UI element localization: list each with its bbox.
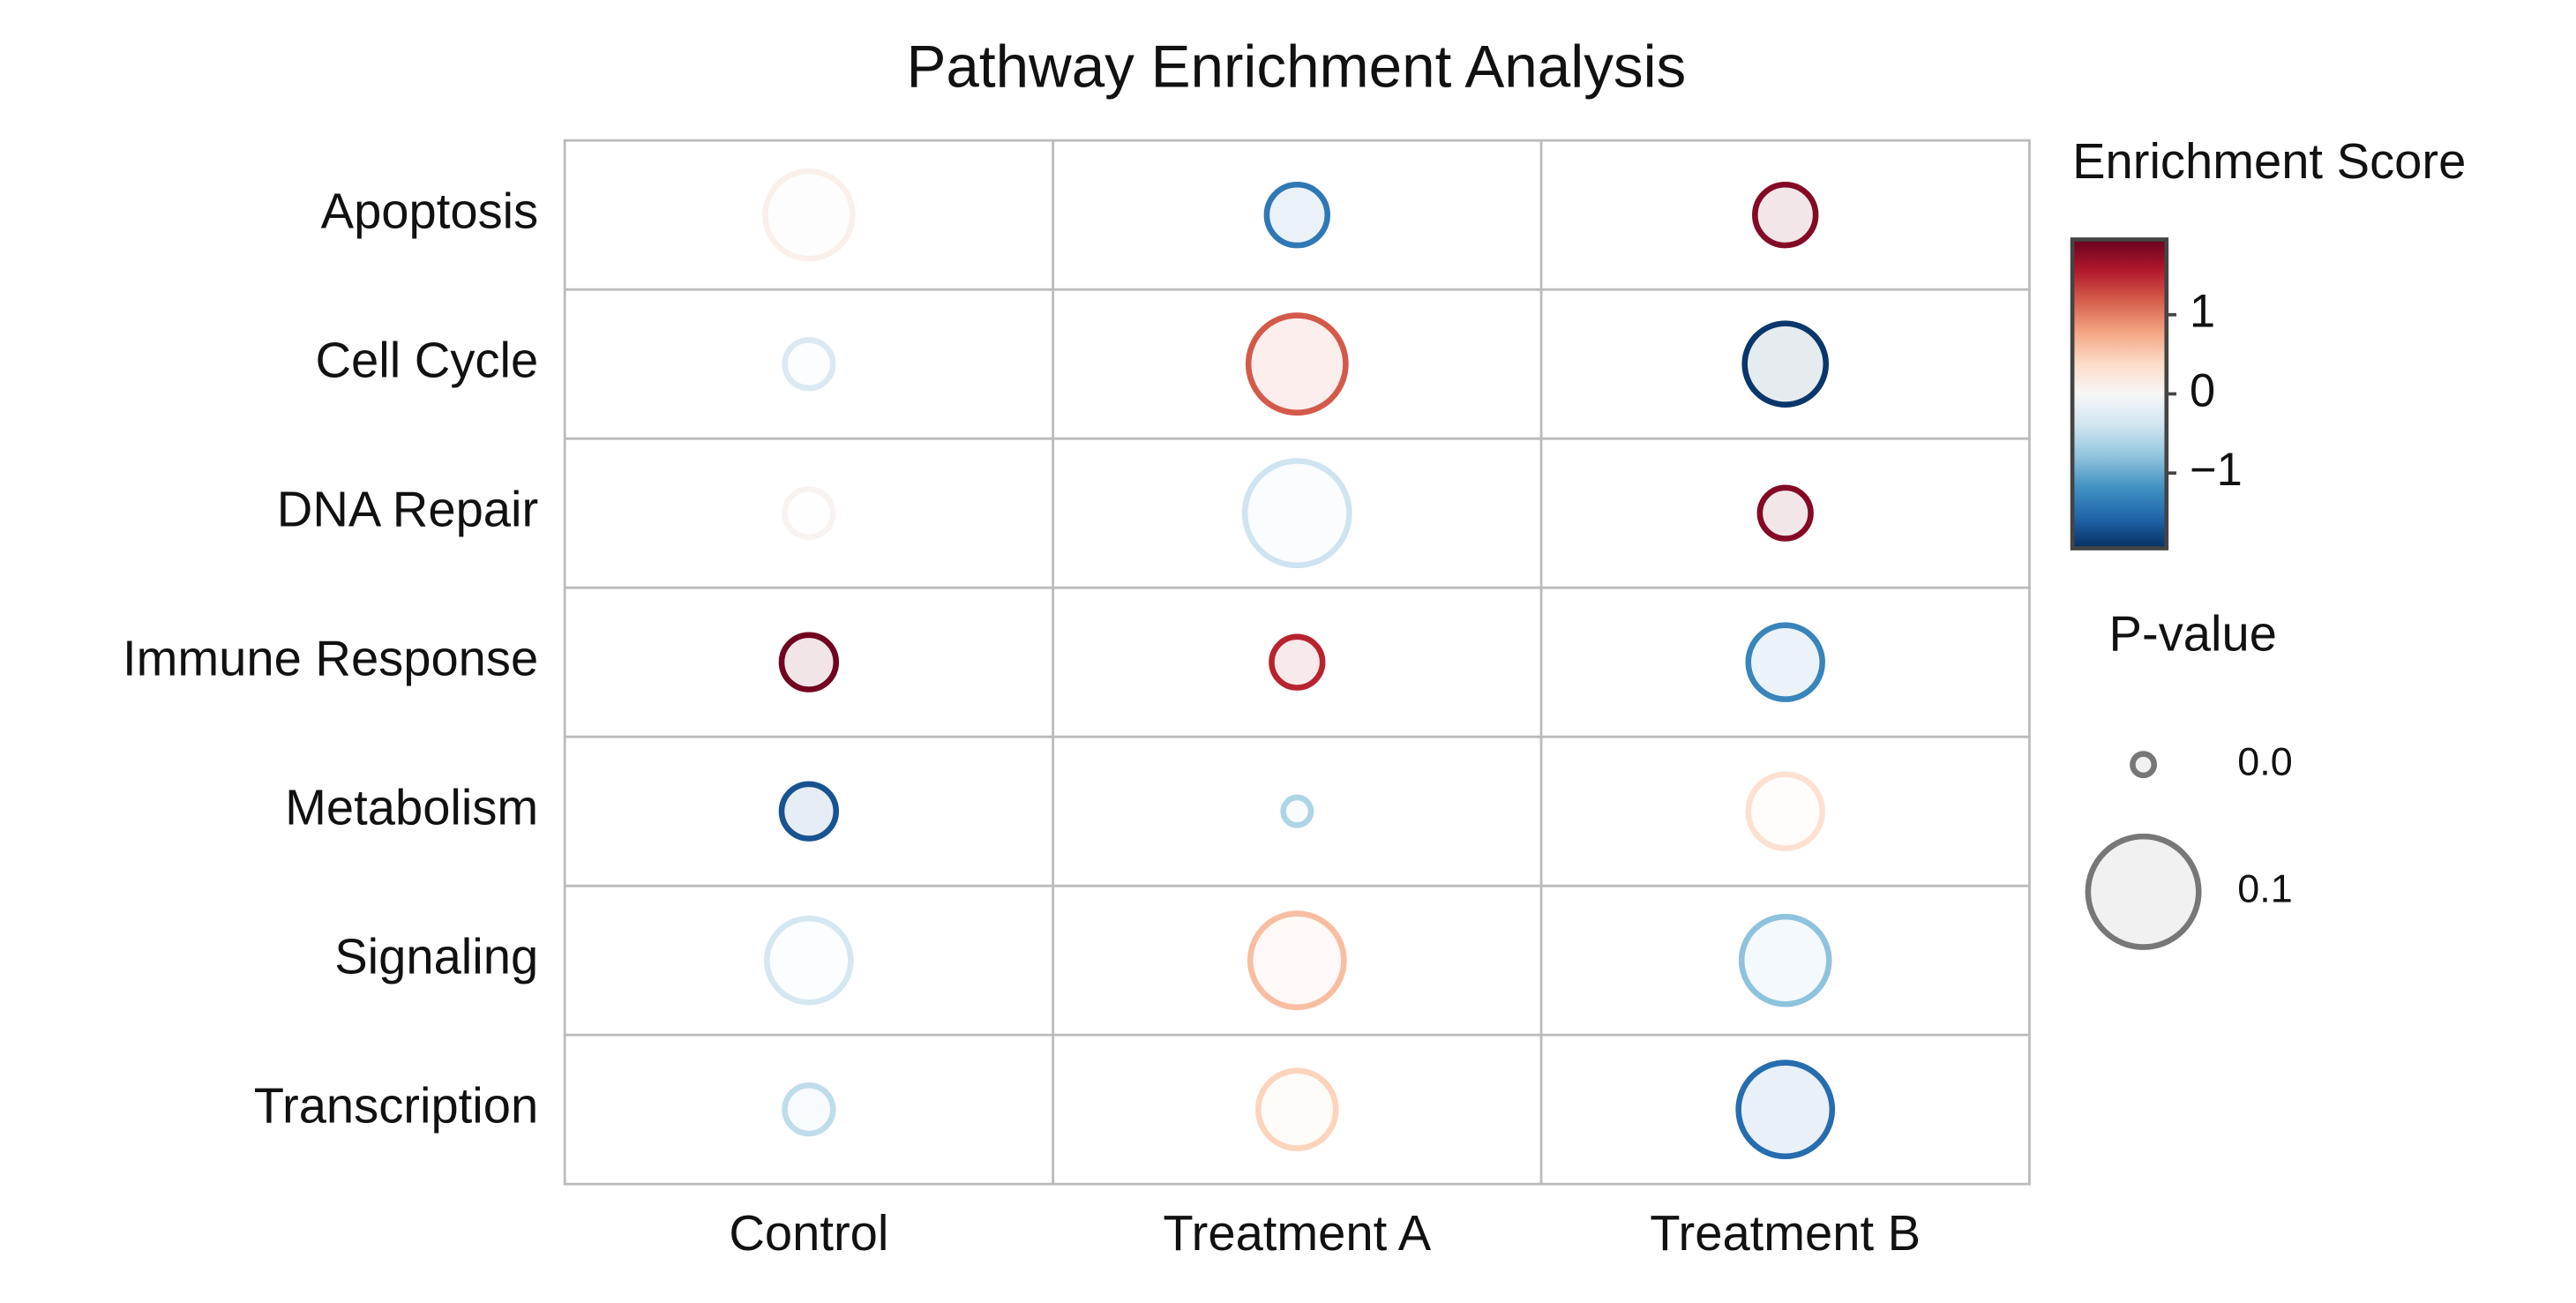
size-legend-marker [2130,751,2158,779]
bubble [1745,771,1825,851]
bubble [782,1082,836,1137]
bubble [1269,633,1326,691]
bubble [1247,910,1347,1011]
row-label: Transcription [254,1077,538,1133]
column-label: Control [729,1205,888,1261]
row-label: Metabolism [285,779,538,835]
bubble [1241,458,1352,569]
column-label: Treatment B [1650,1205,1921,1261]
color-legend-title: Enrichment Score [2072,133,2466,189]
plot-frame [563,139,2031,1186]
size-legend-marker [2085,833,2202,950]
bubble [762,168,856,262]
bubble [764,915,854,1006]
colorbar-tick-label: 1 [2190,287,2215,338]
bubble [1263,181,1330,249]
colorbar-tick-label: 0 [2190,365,2215,416]
row-label: Apoptosis [321,183,539,239]
size-legend-title: P-value [2109,605,2277,661]
bubble [1735,1060,1836,1160]
bubble [1752,181,1819,249]
size-legend-label: 0.0 [2237,739,2292,784]
bubble [782,486,836,541]
bubble [1255,1067,1339,1151]
bubble [778,781,840,842]
bubble [1280,794,1314,828]
row-label: DNA Repair [277,481,538,536]
row-label: Immune Response [123,630,538,685]
chart-title: Pathway Enrichment Analysis [906,34,1686,100]
colorbar-tick-label: −1 [2190,445,2243,496]
bubble [778,632,840,693]
row-label: Cell Cycle [316,333,539,388]
bubble [1745,622,1825,702]
column-label: Treatment A [1163,1205,1431,1261]
bubble [1245,312,1349,416]
bubble [1756,484,1814,542]
bubble [1738,913,1832,1007]
size-legend-label: 0.1 [2237,866,2292,911]
row-label: Signaling [334,928,538,984]
colorbar [2070,237,2169,550]
bubble [1741,320,1830,408]
bubble [782,337,836,392]
